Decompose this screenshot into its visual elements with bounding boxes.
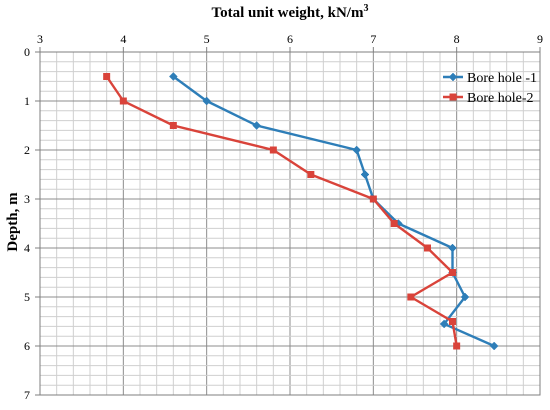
gridlines xyxy=(40,52,540,395)
series-2-point xyxy=(103,73,111,80)
series-1-point xyxy=(360,170,370,179)
x-tick-label: 4 xyxy=(120,32,126,46)
series-1-point xyxy=(448,243,457,253)
legend-label: Bore hole-2 xyxy=(467,91,533,106)
y-tick-label: 3 xyxy=(24,192,30,206)
series-1-line xyxy=(172,75,495,348)
x-tick-labels: 3 4 5 6 7 8 9 xyxy=(37,32,543,52)
legend-entry-1: Bore hole -1 xyxy=(443,71,537,86)
y-tick-label: 1 xyxy=(24,94,30,108)
series-2-point xyxy=(269,146,277,154)
series-2-point xyxy=(169,122,177,129)
series-1-point xyxy=(352,145,362,155)
series-2-point xyxy=(369,195,377,203)
y-tick-label: 4 xyxy=(24,241,30,255)
chart-title: Total unit weight, kN/m3 xyxy=(212,3,369,21)
x-tick-label: 8 xyxy=(454,32,460,46)
series-1 xyxy=(168,72,499,351)
y-tick-labels: 0 1 2 3 4 5 6 7 xyxy=(24,45,40,402)
series-2-point xyxy=(453,342,461,350)
y-tick-label: 5 xyxy=(24,290,30,304)
series-2-point xyxy=(407,293,415,301)
series-2-point xyxy=(390,220,398,227)
series-2-line xyxy=(105,75,458,347)
y-tick-label: 2 xyxy=(24,143,30,157)
series-2 xyxy=(103,73,461,350)
series-1-point xyxy=(489,341,499,351)
x-tick-label: 5 xyxy=(204,32,210,46)
series-1-point xyxy=(168,72,178,81)
legend-swatch-marker xyxy=(449,93,457,101)
y-tick-label: 7 xyxy=(24,388,30,402)
y-tick-label: 0 xyxy=(24,45,30,59)
legend-swatch-marker xyxy=(448,72,458,82)
series-layer xyxy=(103,72,499,351)
y-tick-label: 6 xyxy=(24,339,30,353)
x-tick-label: 7 xyxy=(370,32,376,46)
series-2-point xyxy=(424,244,431,252)
x-tick-label: 3 xyxy=(37,32,43,46)
series-1-point xyxy=(460,292,470,302)
legend-entry-2: Bore hole-2 xyxy=(443,91,533,106)
series-1-point xyxy=(439,319,449,329)
x-tick-label: 9 xyxy=(537,32,543,46)
series-2-point xyxy=(449,318,456,325)
legend: Bore hole -1 Bore hole-2 xyxy=(443,71,537,106)
y-axis-label: Depth, m xyxy=(5,192,21,252)
series-1-point xyxy=(252,121,262,130)
x-tick-label: 6 xyxy=(287,32,293,46)
legend-label: Bore hole -1 xyxy=(467,71,537,86)
series-2-point xyxy=(307,171,315,178)
series-1-point xyxy=(202,96,212,106)
series-2-point xyxy=(449,269,456,276)
series-2-point xyxy=(119,97,127,105)
